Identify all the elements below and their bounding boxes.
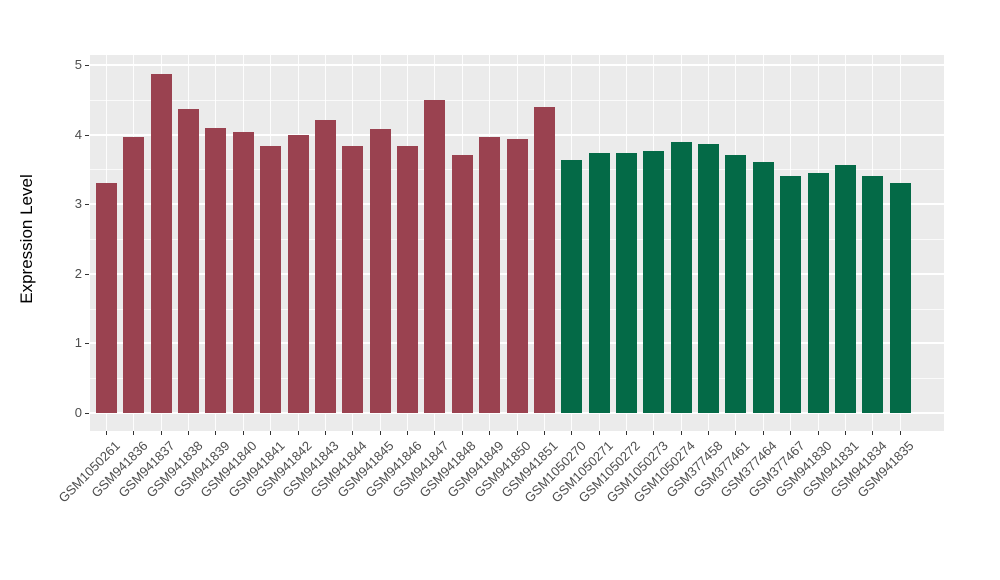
- x-tick-mark: [817, 431, 819, 435]
- bar: [698, 143, 720, 413]
- x-tick-mark: [461, 431, 463, 435]
- bar: [834, 164, 856, 413]
- y-tick-label: 3: [74, 196, 82, 212]
- x-tick-mark: [653, 431, 655, 435]
- x-tick-mark: [598, 431, 600, 435]
- x-tick-mark: [188, 431, 190, 435]
- bar: [95, 183, 117, 413]
- x-tick-mark: [352, 431, 354, 435]
- x-tick-mark: [680, 431, 682, 435]
- bar: [643, 150, 665, 413]
- y-tick-label: 4: [74, 126, 82, 142]
- bar: [150, 74, 172, 413]
- plot-panel: [90, 55, 944, 431]
- bar: [451, 154, 473, 413]
- x-tick-mark: [516, 431, 518, 435]
- bar: [670, 142, 692, 413]
- x-tick-mark: [242, 431, 244, 435]
- y-tick-mark: [85, 65, 89, 66]
- x-tick-mark: [297, 431, 299, 435]
- bar: [889, 182, 911, 413]
- x-tick-mark: [489, 431, 491, 435]
- bar: [287, 134, 309, 413]
- bar: [260, 145, 282, 413]
- bar: [862, 175, 884, 413]
- x-tick-mark: [215, 431, 217, 435]
- y-tick-label: 5: [74, 57, 82, 72]
- x-tick-mark: [270, 431, 272, 435]
- x-tick-mark: [844, 431, 846, 435]
- bar: [615, 153, 637, 413]
- bar: [561, 159, 583, 413]
- x-tick-mark: [434, 431, 436, 435]
- x-tick-mark: [379, 431, 381, 435]
- x-tick-mark: [133, 431, 135, 435]
- y-tick-mark: [85, 134, 89, 136]
- x-tick-mark: [625, 431, 627, 435]
- bar: [725, 154, 747, 413]
- bar: [232, 131, 254, 413]
- bar: [314, 119, 336, 413]
- bar: [342, 146, 364, 413]
- x-tick-mark: [790, 431, 792, 435]
- y-tick-mark: [85, 273, 89, 275]
- bar: [533, 107, 555, 413]
- y-tick-mark: [85, 343, 89, 345]
- y-tick-label: 0: [74, 405, 82, 420]
- bar: [752, 162, 774, 413]
- y-axis-title: Expression Level: [17, 174, 36, 304]
- bar: [479, 137, 501, 413]
- x-tick-mark: [324, 431, 326, 435]
- x-tick-mark: [762, 431, 764, 435]
- bar: [397, 145, 418, 413]
- x-tick-mark: [105, 431, 107, 435]
- bar: [178, 108, 200, 413]
- x-tick-mark: [571, 431, 573, 435]
- bar: [205, 127, 227, 413]
- bar: [588, 152, 610, 413]
- x-tick-mark: [407, 431, 408, 435]
- x-tick-mark: [160, 431, 162, 435]
- bar: [369, 129, 391, 413]
- x-tick-mark: [899, 431, 901, 435]
- x-tick-mark: [872, 431, 874, 435]
- y-tick-label: 2: [74, 265, 82, 281]
- bar: [780, 175, 802, 413]
- x-tick-mark: [708, 431, 710, 435]
- bar: [424, 99, 446, 413]
- x-tick-mark: [735, 431, 737, 435]
- x-tick-mark: [543, 431, 545, 435]
- y-tick-mark: [85, 204, 89, 206]
- y-tick-mark: [85, 413, 89, 414]
- bar: [506, 138, 528, 413]
- y-tick-label: 1: [74, 335, 82, 351]
- bar: [807, 172, 829, 413]
- bar: [123, 136, 145, 413]
